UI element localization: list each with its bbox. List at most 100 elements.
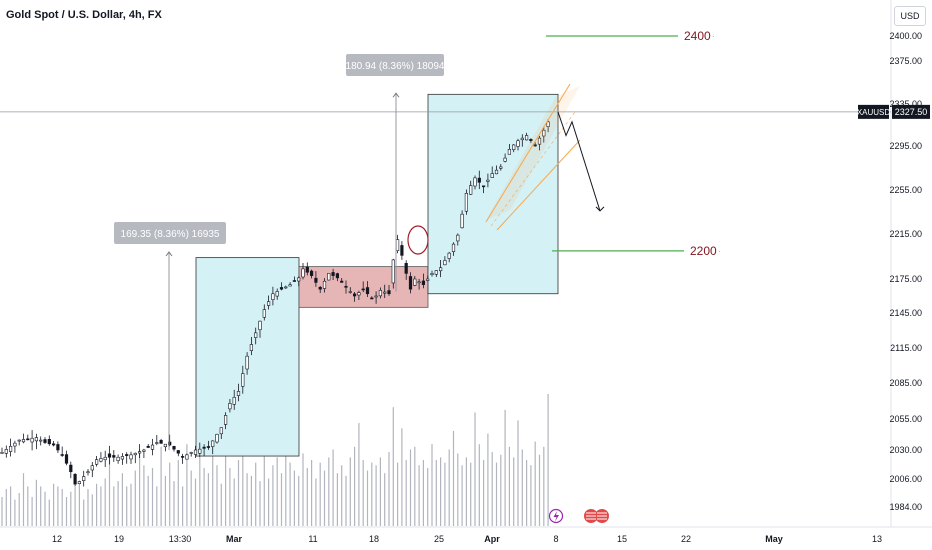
candle-body	[421, 280, 426, 285]
candle-body	[189, 452, 193, 454]
candle-body	[266, 301, 271, 306]
candle-body	[451, 243, 456, 253]
candle-body	[473, 177, 477, 187]
volume-bar	[319, 462, 321, 526]
candle-body	[301, 268, 305, 278]
volume-bar	[478, 444, 480, 526]
candle-body	[116, 456, 120, 462]
volume-bar	[435, 460, 437, 526]
candle-body	[86, 471, 90, 474]
volume-bar	[207, 473, 209, 526]
projection-path[interactable]	[557, 111, 601, 212]
measure-arrow-icon	[392, 92, 400, 98]
candle-body	[150, 444, 155, 450]
candle-body	[249, 344, 254, 351]
volume-bar	[272, 465, 274, 526]
volume-bar	[225, 452, 227, 526]
volume-bar	[255, 462, 257, 526]
candle-body	[288, 284, 292, 287]
volume-bar	[418, 465, 420, 526]
volume-bar	[341, 465, 343, 526]
candle-body	[202, 446, 206, 449]
volume-bar	[448, 449, 450, 526]
channel-lower[interactable]	[496, 139, 581, 231]
volume-bar	[289, 462, 291, 526]
volume-bar	[48, 499, 50, 526]
volume-bar	[14, 499, 16, 526]
time-tick-label: 8	[553, 534, 558, 544]
candle-body	[297, 277, 301, 282]
volume-bar	[461, 465, 463, 526]
candle-body	[232, 397, 236, 405]
volume-bar	[298, 475, 300, 526]
volume-bar	[5, 489, 7, 526]
volume-bar	[40, 486, 42, 526]
volume-bar	[379, 457, 381, 526]
candle-body	[370, 297, 374, 300]
volume-bar	[263, 452, 265, 526]
current-price-label: 2327.50	[895, 107, 928, 117]
volume-bar	[517, 420, 519, 526]
candle-body	[125, 454, 129, 456]
candle-body	[30, 437, 34, 443]
channel-upper[interactable]	[485, 83, 571, 223]
candle-body	[546, 121, 550, 127]
candle-body	[95, 459, 99, 465]
time-tick-label: Apr	[484, 534, 500, 544]
event-icons[interactable]	[548, 508, 610, 524]
volume-bar	[61, 489, 63, 526]
candle-body	[533, 144, 537, 147]
candle-body	[21, 439, 26, 443]
volume-bar	[151, 467, 154, 526]
volume-bar	[384, 473, 386, 526]
candle-body	[77, 481, 81, 485]
volume-bar	[108, 460, 111, 526]
time-tick-label: 12	[52, 534, 62, 544]
candle-body	[378, 290, 383, 297]
candle-body	[13, 442, 17, 447]
candle-body	[391, 259, 395, 284]
candle-body	[365, 287, 370, 295]
price-tick-label: 2400.00	[889, 31, 922, 41]
volume-bar	[440, 457, 442, 526]
zone-box-rally[interactable]	[427, 93, 559, 295]
candle-body	[129, 454, 133, 460]
volume-bar	[534, 441, 536, 526]
price-tick-label: 2006.00	[889, 474, 922, 484]
volume-bar	[366, 470, 369, 526]
candle-body	[331, 272, 335, 276]
candle-body	[404, 263, 408, 274]
time-tick-label: 15	[617, 534, 627, 544]
candle-body	[374, 295, 378, 298]
volume-bar	[504, 409, 506, 526]
lightning-glyph-icon	[553, 511, 559, 522]
candle-body	[413, 278, 417, 286]
candle-body	[254, 332, 258, 338]
price-tick-label: 2055.00	[889, 414, 922, 424]
volume-bar	[538, 454, 541, 526]
volume-bar	[328, 457, 330, 526]
measure-label: 169.35 (8.36%) 16935	[121, 229, 220, 240]
candle-body	[17, 439, 21, 442]
price-tick-label: 2085.00	[889, 378, 922, 388]
price-axis[interactable]: 2400.00 2375.00 2335.00 2295.00 2255.00 2215.…	[889, 31, 922, 512]
currency-button[interactable]: USD	[894, 6, 926, 26]
candle-body	[9, 445, 13, 452]
candle-body	[193, 449, 198, 455]
candle-body	[43, 439, 47, 443]
symbol-tag-label: XAUUSD	[857, 108, 891, 117]
volume-bar	[130, 483, 132, 526]
volume-bar	[470, 462, 472, 526]
volume-bar	[220, 483, 222, 526]
candle-body	[39, 439, 43, 442]
highlight-circle[interactable]	[407, 225, 429, 255]
candle-body	[99, 458, 103, 462]
measure-arrow-icon	[165, 251, 173, 257]
volume-bar	[452, 430, 455, 526]
candle-body	[159, 440, 163, 444]
candle-body	[516, 140, 520, 147]
volume-bar	[285, 433, 287, 526]
volume-bar	[65, 496, 68, 526]
time-axis[interactable]: 12 19 13:30 Mar 11 18 25 Apr 8 15 22 May 13	[52, 534, 882, 544]
